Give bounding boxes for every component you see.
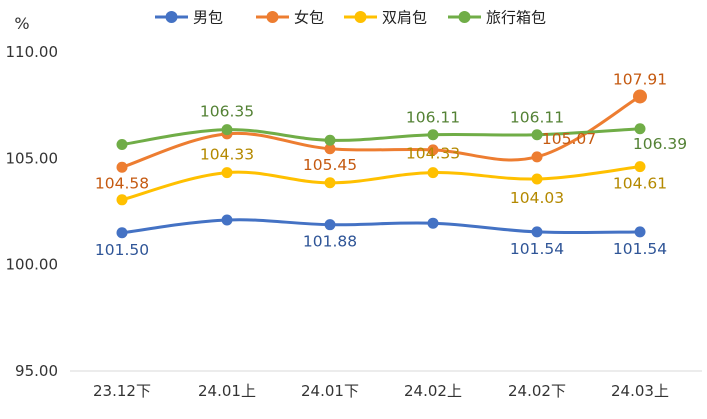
x-tick-label: 23.12下 — [93, 382, 151, 400]
series-line — [120, 127, 642, 147]
series-point — [531, 226, 543, 238]
y-tick-label: 100.00 — [6, 256, 59, 274]
series-line — [120, 94, 642, 169]
y-tick-label: 95.00 — [15, 362, 58, 380]
series-line — [120, 218, 642, 235]
legend-marker — [458, 11, 471, 23]
series-lines — [120, 94, 642, 235]
x-tick-label: 24.01下 — [301, 382, 359, 400]
series-point — [221, 214, 233, 226]
data-label: 104.61 — [613, 175, 667, 193]
x-tick-label: 24.02上 — [404, 382, 462, 400]
data-label: 106.11 — [406, 109, 460, 127]
data-label: 101.88 — [303, 233, 357, 251]
legend-marker — [354, 11, 367, 23]
legend-marker — [266, 11, 279, 23]
legend-label: 双肩包 — [382, 9, 427, 27]
legend-label: 女包 — [294, 9, 324, 27]
series-point — [324, 143, 336, 155]
legend: 男包 女包 双肩包 旅行箱包 — [155, 9, 546, 27]
series-point — [116, 227, 128, 239]
legend-label: 男包 — [193, 9, 223, 27]
series-points — [116, 89, 647, 239]
series-point — [324, 177, 336, 189]
data-label: 106.35 — [200, 103, 254, 121]
series-point — [324, 219, 336, 231]
data-label: 104.33 — [200, 146, 254, 164]
legend-label: 旅行箱包 — [486, 9, 546, 27]
y-unit-label: % — [14, 14, 29, 33]
data-label: 106.11 — [510, 109, 564, 127]
series-point — [634, 161, 646, 173]
data-label: 105.45 — [303, 156, 357, 174]
data-label: 104.58 — [95, 174, 149, 192]
data-label: 101.54 — [510, 240, 564, 258]
data-label: 107.91 — [613, 70, 667, 88]
series-point — [324, 134, 336, 146]
x-tick-label: 24.03上 — [611, 382, 669, 400]
series-point — [427, 167, 439, 179]
data-label: 105.07 — [542, 130, 596, 148]
data-label: 104.03 — [510, 189, 564, 207]
x-tick-label: 24.01上 — [198, 382, 256, 400]
series-point — [531, 151, 543, 163]
data-label: 106.39 — [633, 135, 687, 153]
legend-marker — [165, 11, 178, 23]
series-point — [633, 89, 647, 104]
series-point — [531, 173, 543, 185]
series-line — [120, 165, 642, 202]
data-label: 101.50 — [95, 241, 149, 259]
y-tick-label: 105.00 — [6, 149, 59, 167]
series-point — [634, 226, 646, 238]
series-point — [116, 139, 128, 151]
series-point — [531, 129, 543, 141]
series-point — [427, 129, 439, 141]
series-point — [427, 144, 439, 156]
series-point — [221, 167, 233, 179]
series-point — [427, 217, 439, 229]
axes: % 95.00 100.00 105.00 110.00 23.12下 24.01上 24.0… — [6, 14, 702, 400]
series-point — [634, 123, 646, 135]
y-tick-label: 110.00 — [6, 43, 59, 61]
data-label: 104.33 — [406, 145, 460, 163]
data-label: 101.54 — [613, 240, 667, 258]
data-labels: 101.50 101.88 101.54 101.54 104.58 105.45 105.… — [95, 70, 687, 258]
series-point — [116, 161, 128, 173]
x-tick-label: 24.02下 — [508, 382, 566, 400]
series-point — [221, 124, 233, 136]
series-point — [116, 194, 128, 206]
